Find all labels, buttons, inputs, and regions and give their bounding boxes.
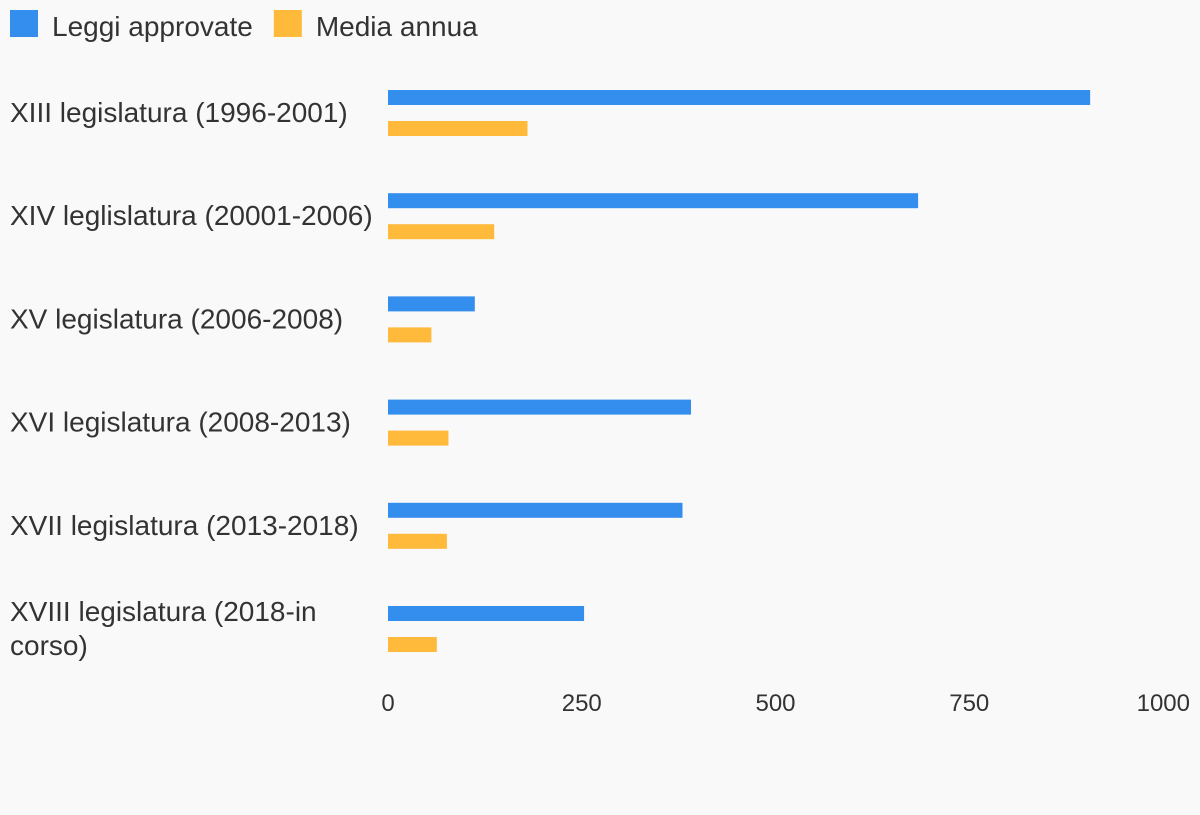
x-tick-label: 750 [949, 690, 989, 717]
bar-media-annua [388, 637, 437, 652]
x-tick-label: 250 [562, 690, 602, 717]
x-tick-label: 500 [755, 690, 795, 717]
legend-label-1: Media annua [316, 11, 478, 42]
legend-label-0: Leggi approvate [52, 11, 253, 42]
bar-leggi-approvate [388, 296, 475, 312]
bar-media-annua [388, 533, 447, 549]
legend: Leggi approvate Media annua [10, 10, 478, 42]
bar-leggi-approvate [388, 90, 1091, 105]
bar-leggi-approvate [388, 502, 683, 518]
x-axis: 0 250 500 750 1000 [381, 690, 1190, 717]
category-labels: XIII legislatura (1996-2001) XIV leglisla… [10, 97, 373, 661]
x-tick-label: 1000 [1137, 690, 1190, 717]
category-label: XIII legislatura (1996-2001) [10, 97, 348, 128]
bar-media-annua [388, 327, 432, 343]
bar-media-annua [388, 430, 449, 446]
legend-swatch-1 [273, 10, 302, 37]
bar-leggi-approvate [388, 193, 919, 209]
category-label: XV legislatura (2006-2008) [10, 303, 343, 334]
bars [388, 90, 1091, 652]
category-label: XIV leglislatura (20001-2006) [10, 200, 373, 231]
category-label: XVII legislatura (2013-2018) [10, 510, 359, 541]
bar-media-annua [388, 121, 528, 136]
bar-leggi-approvate [388, 399, 692, 415]
bar-media-annua [388, 224, 495, 240]
x-tick-label: 0 [381, 690, 394, 717]
bar-leggi-approvate [388, 606, 585, 621]
category-label: XVI legislatura (2008-2013) [10, 407, 351, 438]
category-label: XVIII legislatura (2018-in corso) [10, 596, 317, 661]
legend-swatch-0 [10, 10, 38, 37]
